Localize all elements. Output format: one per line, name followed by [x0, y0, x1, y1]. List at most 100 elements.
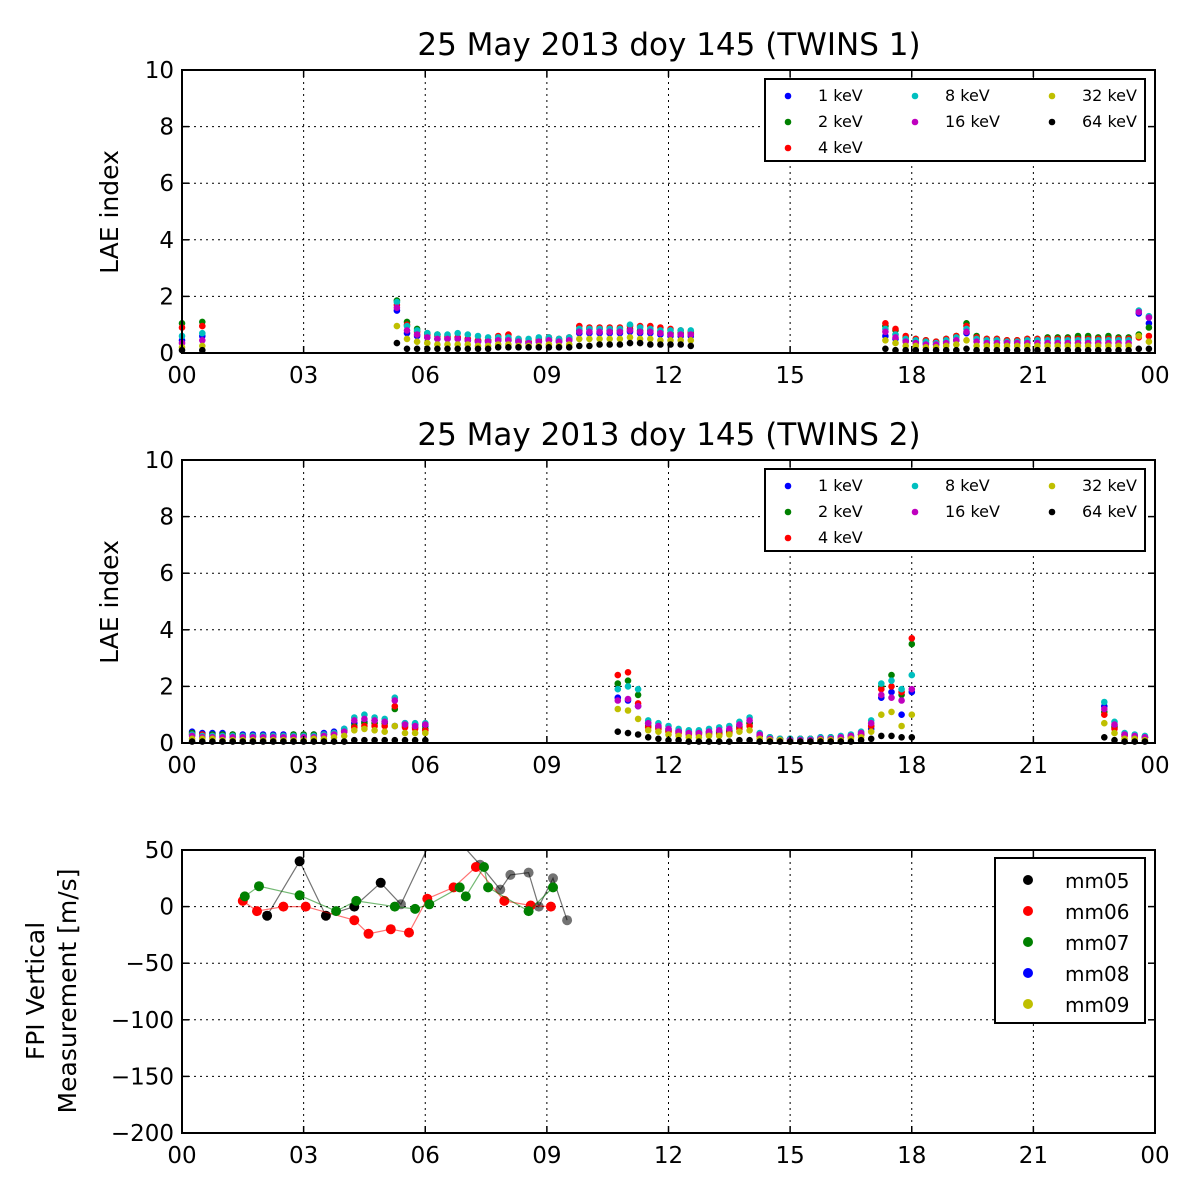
legend: mm05 mm06 mm07 mm08 mm09	[994, 857, 1146, 1024]
data-point	[340, 732, 348, 740]
x-tick-label: 06	[411, 363, 440, 389]
data-point	[361, 715, 368, 723]
data-point	[667, 331, 674, 338]
data-point	[381, 736, 389, 744]
x-tick-label: 00	[167, 753, 196, 779]
data-point	[647, 341, 654, 348]
data-point	[381, 728, 389, 735]
data-point	[351, 895, 362, 906]
data-point	[898, 734, 905, 741]
x-tick-label: 00	[167, 1143, 196, 1169]
data-point	[746, 727, 753, 734]
legend-label: 32 keV	[1082, 476, 1137, 495]
data-point	[624, 669, 632, 676]
data-point	[932, 346, 940, 354]
data-point	[908, 640, 916, 648]
x-tick-label: 06	[411, 1143, 440, 1169]
data-point	[393, 322, 401, 330]
data-point	[902, 346, 909, 354]
data-point	[993, 346, 1001, 354]
data-point	[422, 721, 429, 728]
data-point	[434, 345, 441, 353]
data-point	[424, 839, 434, 849]
data-point	[401, 729, 409, 737]
y-tick-label: 4	[159, 228, 174, 254]
data-point	[331, 906, 342, 917]
data-point	[371, 727, 378, 734]
data-point	[545, 901, 556, 912]
data-point	[411, 736, 419, 744]
data-point	[294, 890, 305, 901]
data-point	[616, 328, 624, 336]
x-tick-label: 03	[289, 753, 318, 779]
legend-marker	[1048, 482, 1056, 490]
data-point	[878, 680, 885, 687]
legend-label: 16 keV	[945, 112, 1000, 131]
data-point	[385, 924, 396, 935]
data-point	[882, 320, 889, 327]
data-point	[278, 901, 289, 912]
x-tick-label: 12	[654, 363, 683, 389]
data-point	[422, 729, 429, 737]
data-point	[199, 346, 206, 354]
legend-label: 32 keV	[1082, 86, 1137, 105]
x-tick-label: 06	[411, 753, 440, 779]
x-tick-label: 09	[532, 1143, 561, 1169]
data-point	[644, 734, 652, 741]
data-point	[888, 683, 895, 690]
data-point	[634, 691, 642, 699]
data-point	[413, 331, 421, 338]
legend-box	[764, 78, 1146, 162]
data-point	[393, 298, 401, 306]
data-point	[898, 722, 905, 730]
data-point	[922, 346, 930, 354]
data-point	[616, 335, 624, 343]
data-point	[505, 869, 516, 880]
legend-label: mm06	[1065, 900, 1129, 924]
y-axis-label: LAE index	[95, 150, 124, 274]
y-tick-label: 10	[145, 448, 174, 474]
panel-fpi: 00 03 06 09 12 15 18 21 00 50 0 −50 −100 −150 −200 FPI…	[21, 838, 1170, 1169]
legend-marker	[1023, 968, 1033, 978]
data-point	[892, 325, 899, 333]
gridlines	[182, 460, 1155, 743]
x-tick-label: 00	[1140, 1143, 1169, 1169]
data-point	[1074, 346, 1082, 354]
data-point	[454, 335, 462, 343]
data-point	[1145, 324, 1153, 331]
data-point	[665, 725, 672, 733]
data-point	[1034, 346, 1041, 354]
data-point	[444, 345, 451, 353]
data-point	[614, 685, 622, 693]
y-tick-label: 50	[145, 838, 174, 864]
data-point	[199, 322, 206, 330]
data-point	[457, 839, 467, 849]
data-point	[878, 691, 885, 699]
data-point	[657, 341, 664, 348]
data-point	[614, 728, 622, 735]
data-point	[636, 328, 644, 336]
data-point	[515, 344, 522, 351]
data-point	[647, 335, 654, 343]
data-point	[401, 721, 409, 728]
data-point	[351, 727, 358, 734]
data-point	[626, 334, 634, 341]
data-point	[596, 328, 603, 336]
axis-ticks: 00 03 06 09 12 15 18 21 00 50 0 −50 −100 −150 −200	[111, 838, 1170, 1169]
data-point	[687, 337, 695, 344]
y-tick-label: 4	[159, 618, 174, 644]
data-point	[634, 731, 642, 738]
data-point	[655, 728, 662, 735]
data-point	[892, 346, 899, 354]
data-point	[389, 901, 400, 912]
data-point	[644, 727, 652, 734]
data-point	[626, 321, 634, 329]
data-point	[892, 334, 899, 341]
data-point	[606, 335, 613, 343]
data-point	[474, 345, 482, 353]
data-point	[677, 331, 684, 338]
data-point	[351, 736, 358, 744]
data-point	[1111, 729, 1118, 737]
data-point	[705, 732, 713, 740]
